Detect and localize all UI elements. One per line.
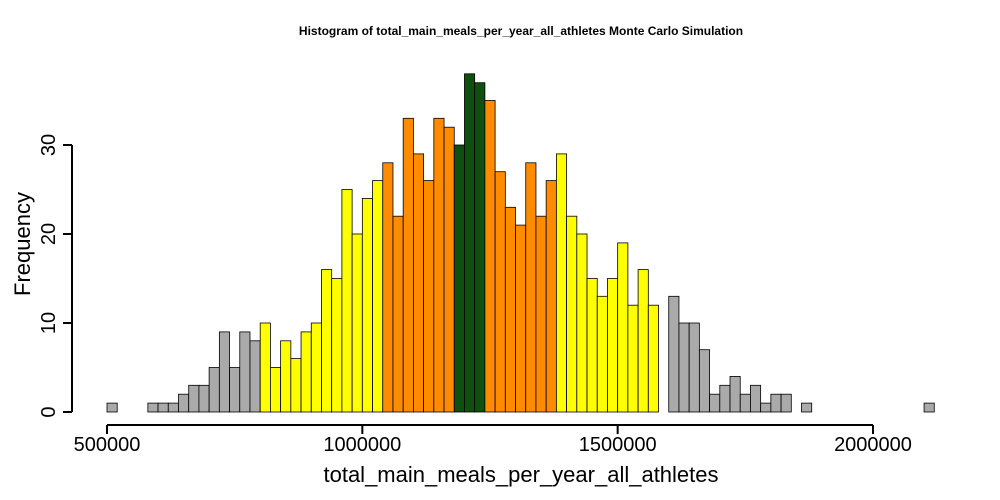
histogram-bar (923, 402, 935, 413)
histogram-bar (596, 295, 608, 413)
histogram-bar (668, 295, 680, 413)
histogram-bar (331, 278, 343, 413)
histogram-bar (321, 269, 333, 413)
histogram-bar (280, 340, 292, 413)
y-axis-label: Frequency (10, 192, 35, 296)
histogram-bar (504, 206, 516, 413)
x-tick-label: 1000000 (323, 434, 401, 456)
histogram-bar (801, 402, 813, 413)
histogram-bar (249, 340, 261, 413)
histogram-bar (423, 180, 435, 413)
histogram-bar (106, 402, 118, 413)
histogram-bar (198, 384, 210, 413)
x-tick-label: 1500000 (579, 434, 657, 456)
histogram-bar (566, 215, 578, 413)
histogram-bar (484, 100, 496, 413)
chart-title: Histogram of total_main_meals_per_year_a… (299, 24, 743, 38)
histogram-bar (698, 349, 710, 413)
histogram-bar (535, 215, 547, 413)
histogram-bar (229, 367, 241, 413)
histogram-bar (443, 126, 455, 413)
histogram-bar (760, 402, 772, 413)
x-tick-label: 2000000 (834, 434, 912, 456)
histogram-bar (688, 322, 700, 413)
x-axis-label: total_main_meals_per_year_all_athletes (323, 462, 718, 487)
histogram-bar (678, 322, 690, 413)
histogram-bar (780, 393, 792, 413)
histogram-bar (607, 278, 619, 413)
histogram-bar (382, 162, 394, 413)
histogram-bar (167, 402, 179, 413)
histogram-bar (361, 197, 373, 413)
histogram-bar (586, 278, 598, 413)
histogram-bar (147, 402, 159, 413)
y-axis: 0 10 20 30 (38, 134, 73, 418)
histogram-bar (709, 393, 721, 413)
histogram-bar (576, 233, 588, 413)
histogram-bar (750, 384, 762, 413)
histogram-bar (188, 384, 200, 413)
histogram-bar (239, 331, 251, 413)
y-tick-label: 0 (38, 406, 60, 417)
histogram-bar (770, 393, 782, 413)
histogram-bar (464, 73, 476, 413)
histogram-bar (617, 242, 629, 413)
y-tick-label: 10 (38, 312, 60, 334)
histogram-bar (270, 367, 282, 413)
histogram-bar (372, 180, 384, 413)
histogram-bar (208, 367, 220, 413)
histogram-bar (515, 224, 527, 413)
y-tick-label: 20 (38, 223, 60, 245)
histogram-bar (157, 402, 169, 413)
bars-group (106, 73, 935, 413)
histogram-bar (351, 233, 363, 413)
histogram-bar (525, 162, 537, 413)
histogram-bar (218, 331, 230, 413)
histogram-bar (647, 304, 659, 413)
histogram-bar (392, 215, 404, 413)
histogram-bar (627, 304, 639, 413)
histogram-bar (433, 117, 445, 413)
histogram-bar (545, 180, 557, 413)
histogram-bar (290, 358, 302, 413)
histogram-bar (453, 144, 465, 413)
histogram-bar (637, 269, 649, 413)
histogram-bar (719, 384, 731, 413)
histogram-bar (341, 189, 353, 413)
histogram-bar (555, 153, 567, 413)
y-tick-label: 30 (38, 134, 60, 156)
histogram-bar (729, 375, 741, 413)
histogram-bar (310, 322, 322, 413)
x-axis: 500000 1000000 1500000 2000000 (74, 424, 912, 456)
histogram-bar (178, 393, 190, 413)
histogram-bar (474, 82, 486, 413)
histogram-bar (494, 171, 506, 413)
histogram-bar (402, 117, 414, 413)
histogram-bar (259, 322, 271, 413)
histogram-bar (739, 393, 751, 413)
histogram-bar (300, 331, 312, 413)
histogram-bar (412, 153, 425, 413)
x-tick-label: 500000 (74, 434, 141, 456)
